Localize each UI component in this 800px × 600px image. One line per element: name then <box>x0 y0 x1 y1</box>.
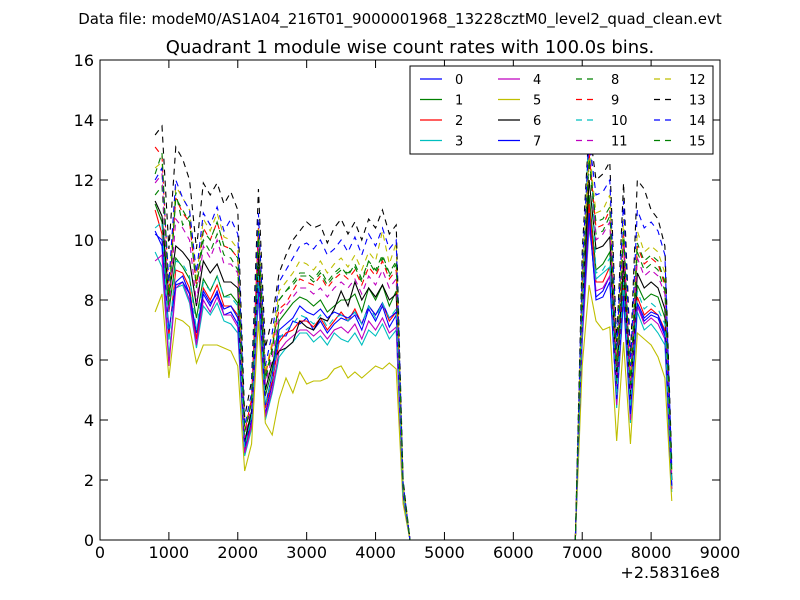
legend-label-13: 13 <box>689 94 706 109</box>
legend-label-5: 5 <box>533 94 541 109</box>
legend-label-11: 11 <box>611 135 628 150</box>
x-tick-label: 1000 <box>149 543 190 562</box>
legend-label-15: 15 <box>689 135 706 150</box>
y-tick-label: 14 <box>74 111 94 130</box>
x-tick-label: 9000 <box>700 543 741 562</box>
legend-label-6: 6 <box>533 114 541 129</box>
figure-suptitle: Data file: modeM0/AS1A04_216T01_90000019… <box>78 10 722 29</box>
y-tick-label: 0 <box>84 531 94 550</box>
x-tick-label: 7000 <box>562 543 603 562</box>
x-tick-label: 8000 <box>631 543 672 562</box>
legend-label-12: 12 <box>689 73 706 88</box>
y-tick-label: 6 <box>84 351 94 370</box>
chart-title: Quadrant 1 module wise count rates with … <box>166 37 655 58</box>
y-tick-label: 4 <box>84 411 94 430</box>
legend-label-10: 10 <box>611 114 628 129</box>
x-tick-label: 6000 <box>493 543 534 562</box>
legend-label-4: 4 <box>533 73 541 88</box>
legend-label-9: 9 <box>611 94 619 109</box>
legend-label-3: 3 <box>455 135 463 150</box>
x-tick-label: 0 <box>95 543 105 562</box>
x-tick-label: 5000 <box>424 543 465 562</box>
x-offset-label: +2.58316e8 <box>620 563 720 582</box>
ticks-layer: 0 1000 2000 3000 4000 5000 6000 7000 8000 9000 0 2 4… <box>74 51 741 562</box>
legend-label-7: 7 <box>533 135 541 150</box>
legend-label-1: 1 <box>455 94 463 109</box>
y-tick-label: 8 <box>84 291 94 310</box>
y-tick-label: 12 <box>74 171 94 190</box>
y-tick-label: 10 <box>74 231 94 250</box>
series-line-14 <box>154 137 673 541</box>
x-tick-label: 2000 <box>217 543 258 562</box>
legend-label-8: 8 <box>611 73 619 88</box>
legend-label-0: 0 <box>455 73 463 88</box>
series-line-10 <box>154 110 673 541</box>
y-tick-label: 2 <box>84 471 94 490</box>
x-tick-label: 4000 <box>355 543 396 562</box>
legend-label-2: 2 <box>455 114 463 129</box>
x-tick-label: 3000 <box>286 543 327 562</box>
y-tick-label: 16 <box>74 51 94 70</box>
legend-label-14: 14 <box>689 114 706 129</box>
legend-box <box>409 65 714 155</box>
